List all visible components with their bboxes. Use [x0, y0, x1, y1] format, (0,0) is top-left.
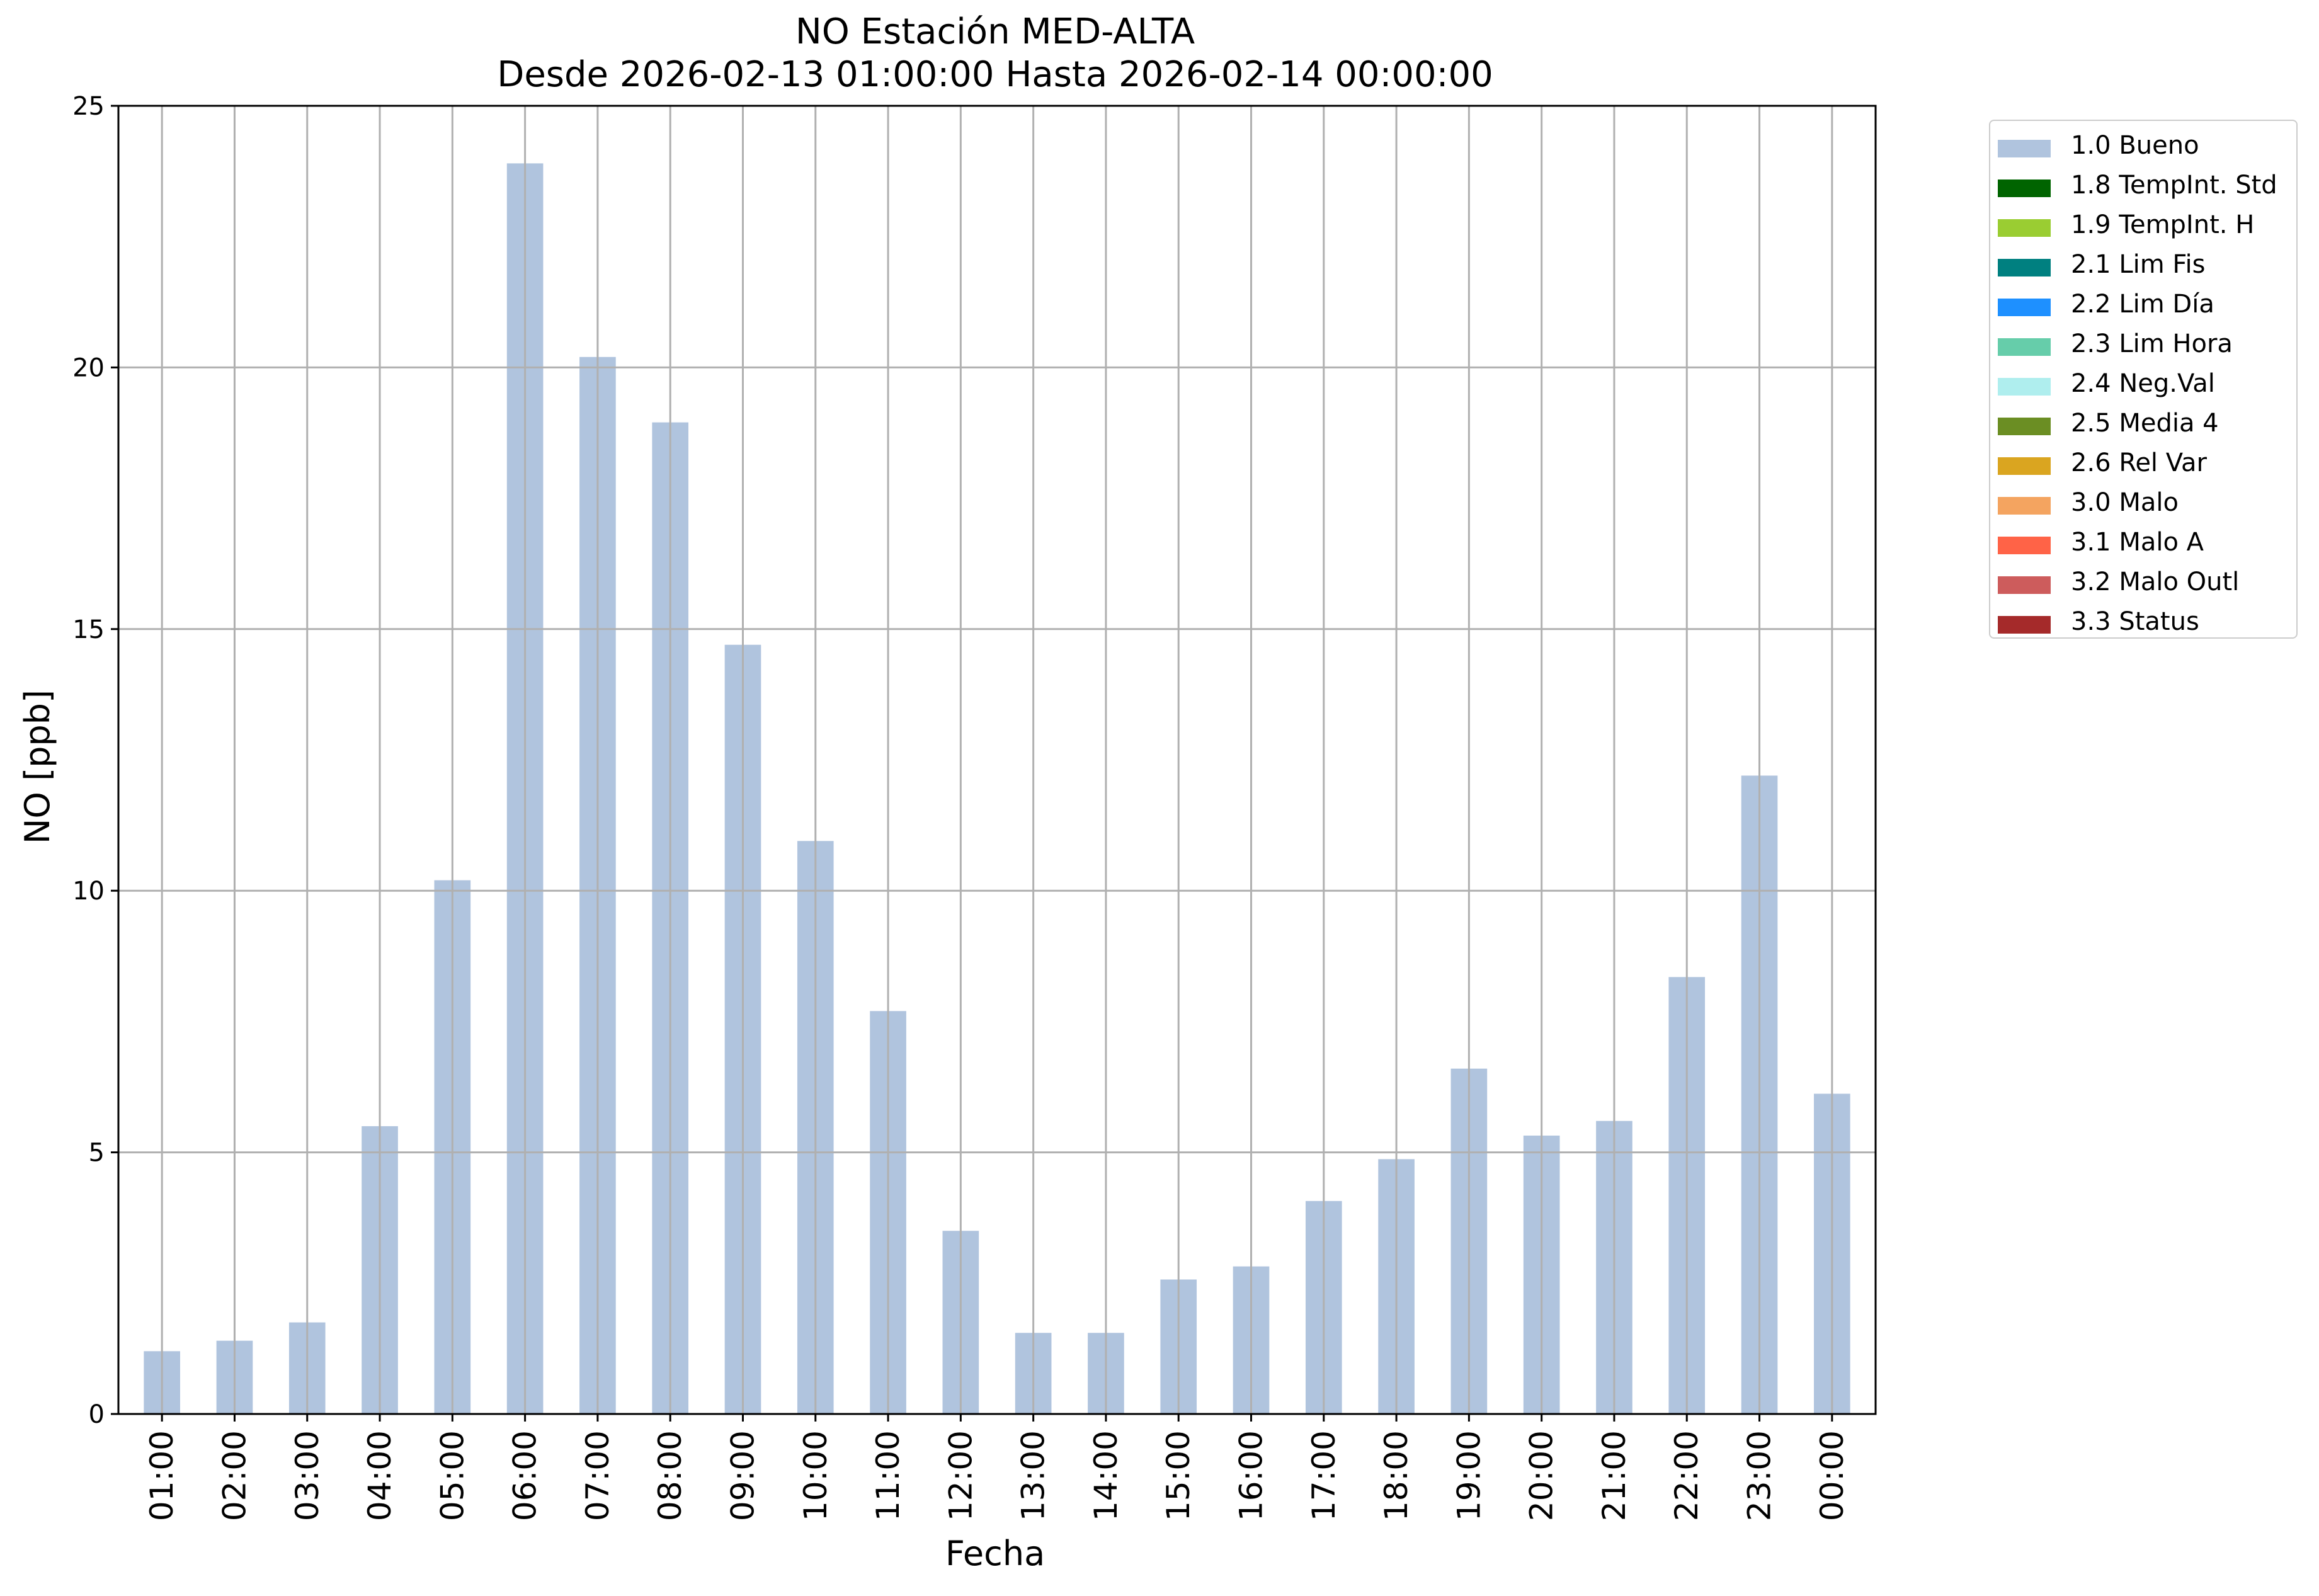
y-tick-label: 10 [72, 877, 105, 906]
legend-label: 2.5 Media 4 [2071, 409, 2219, 438]
y-tick-label: 25 [72, 92, 105, 121]
bars [144, 163, 1850, 1415]
axes [117, 105, 1877, 1415]
x-tick-label: 04:00 [362, 1430, 398, 1521]
legend-label: 1.9 TempInt. H [2071, 210, 2255, 239]
x-tick-label: 16:00 [1233, 1430, 1270, 1521]
x-tick-label: 14:00 [1088, 1430, 1124, 1521]
legend-swatch [1998, 576, 2051, 594]
legend-label: 1.8 TempInt. Std [2071, 171, 2277, 200]
legend-item: 3.1 Malo A [1990, 524, 2296, 564]
legend-swatch [1998, 140, 2051, 157]
x-tick-label: 12:00 [942, 1430, 979, 1521]
legend-swatch [1998, 180, 2051, 197]
legend-swatch [1998, 537, 2051, 554]
x-tick-label: 18:00 [1378, 1430, 1415, 1521]
x-tick-label: 15:00 [1160, 1430, 1197, 1521]
y-tick-label: 20 [72, 353, 105, 382]
legend-swatch [1998, 378, 2051, 396]
legend-label: 2.1 Lim Fis [2071, 250, 2206, 279]
x-tick-label: 06:00 [507, 1430, 544, 1521]
x-axis-label: Fecha [945, 1534, 1046, 1573]
legend-label: 2.6 Rel Var [2071, 448, 2207, 477]
x-tick-label: 23:00 [1741, 1430, 1778, 1521]
legend-swatch [1998, 418, 2051, 435]
legend-item: 2.4 Neg.Val [1990, 365, 2296, 405]
legend-item: 2.6 Rel Var [1990, 445, 2296, 484]
x-tick-label: 21:00 [1596, 1430, 1632, 1521]
x-tick-label: 22:00 [1668, 1430, 1705, 1521]
x-tick-label: 08:00 [652, 1430, 688, 1521]
legend-label: 1.0 Bueno [2071, 131, 2199, 160]
legend-item: 1.0 Bueno [1990, 127, 2296, 167]
x-tick-label: 07:00 [579, 1430, 616, 1521]
y-axis-label: NO [ppb] [18, 689, 57, 844]
legend-item: 2.1 Lim Fis [1990, 246, 2296, 286]
y-tick-label: 5 [89, 1139, 105, 1168]
legend-label: 2.3 Lim Hora [2071, 329, 2233, 358]
legend-swatch [1998, 338, 2051, 356]
legend-swatch [1998, 497, 2051, 515]
legend-swatch [1998, 616, 2051, 634]
x-tick-label: 19:00 [1450, 1430, 1487, 1521]
x-tick-label: 13:00 [1015, 1430, 1052, 1521]
x-tick-label: 02:00 [216, 1430, 253, 1521]
legend-item: 3.3 Status [1990, 603, 2296, 643]
x-tick-label: 05:00 [434, 1430, 470, 1521]
legend-item: 2.2 Lim Día [1990, 286, 2296, 326]
x-tick-label: 17:00 [1306, 1430, 1342, 1521]
legend-item: 3.2 Malo Outl [1990, 564, 2296, 603]
legend-swatch [1998, 457, 2051, 475]
x-tick-label: 00:00 [1814, 1430, 1850, 1521]
legend-label: 2.4 Neg.Val [2071, 369, 2215, 398]
legend-swatch [1998, 299, 2051, 316]
legend-item: 1.8 TempInt. Std [1990, 167, 2296, 207]
x-tick-label: 20:00 [1524, 1430, 1560, 1521]
chart-title: NO Estación MED-ALTA [795, 11, 1195, 52]
x-tick-label: 01:00 [144, 1430, 180, 1521]
x-tick-label: 03:00 [289, 1430, 326, 1521]
x-tick-label: 09:00 [724, 1430, 761, 1521]
y-tick-label: 0 [89, 1400, 105, 1429]
legend-item: 3.0 Malo [1990, 484, 2296, 524]
y-tick-label: 15 [72, 615, 105, 644]
legend-label: 3.1 Malo A [2071, 528, 2204, 557]
x-ticks: 01:00 02:00 03:00 04:00 05:00 06:00 07:00 08:00… [144, 1414, 1850, 1521]
x-tick-label: 11:00 [870, 1430, 906, 1521]
legend-label: 2.2 Lim Día [2071, 290, 2214, 319]
y-ticks: 0 5 10 15 20 25 [72, 92, 118, 1429]
x-tick-label: 10:00 [797, 1430, 834, 1521]
legend-item: 1.9 TempInt. H [1990, 207, 2296, 246]
legend: 1.0 Bueno 1.8 TempInt. Std 1.9 TempInt. H 2… [1989, 120, 2298, 639]
legend-item: 2.3 Lim Hora [1990, 326, 2296, 365]
legend-swatch [1998, 259, 2051, 276]
legend-label: 3.2 Malo Outl [2071, 567, 2240, 596]
plot-frame [117, 105, 1877, 1415]
chart-subtitle: Desde 2026-02-13 01:00:00 Hasta 2026-02-… [497, 54, 1493, 95]
legend-label: 3.3 Status [2071, 607, 2199, 636]
legend-swatch [1998, 219, 2051, 237]
legend-label: 3.0 Malo [2071, 488, 2179, 517]
legend-item: 2.5 Media 4 [1990, 405, 2296, 445]
